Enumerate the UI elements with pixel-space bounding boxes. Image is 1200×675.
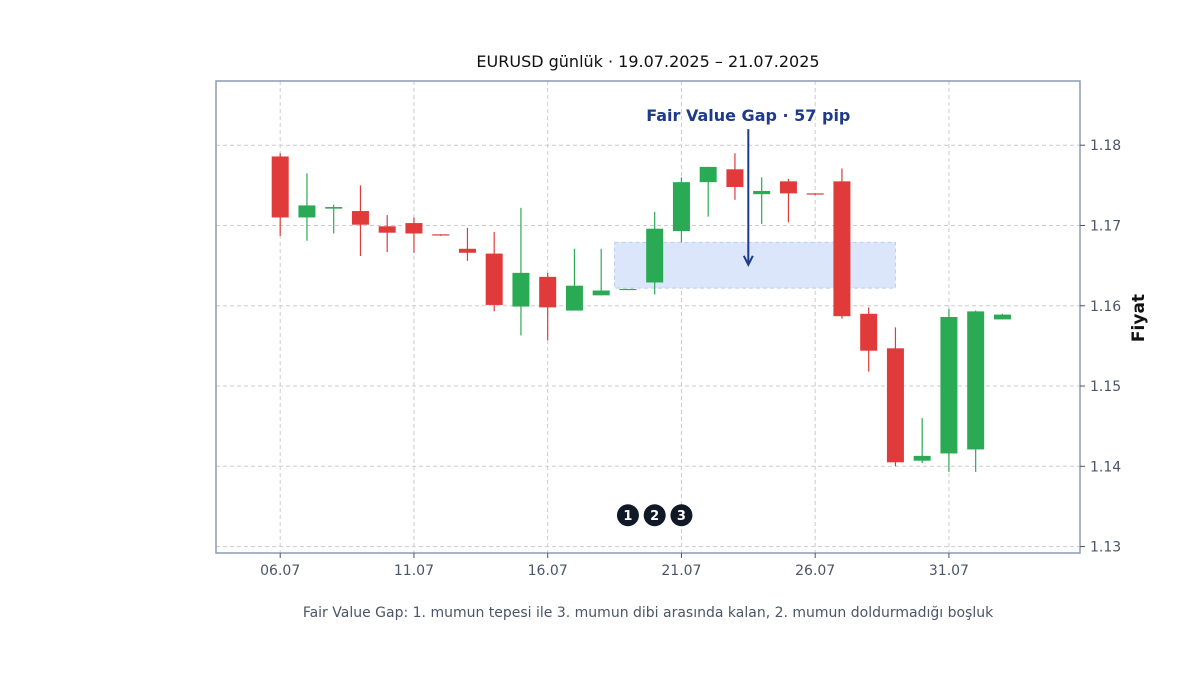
x-tick-label: 21.07 xyxy=(661,563,701,579)
candle-bearish xyxy=(432,234,450,236)
candle-bearish xyxy=(779,178,797,223)
candle-body xyxy=(940,317,958,454)
candle-bearish xyxy=(405,217,423,253)
candle-markers: 1 2 3 xyxy=(616,504,693,527)
y-tick-label: 1.16 xyxy=(1090,299,1121,315)
fvg-arrow-head xyxy=(742,255,754,268)
candle-bearish xyxy=(726,153,744,200)
marker-circle xyxy=(643,504,666,527)
marker-label: 2 xyxy=(650,509,659,524)
candle-bearish xyxy=(886,327,904,467)
candle-bullish xyxy=(325,204,343,234)
marker-label: 1 xyxy=(623,509,632,524)
candle-marker-1: 1 xyxy=(616,504,639,527)
candle-bullish xyxy=(592,248,610,296)
candle-bullish xyxy=(940,308,958,472)
candle-body xyxy=(753,190,771,195)
candle-bearish xyxy=(806,193,824,195)
candle-bullish xyxy=(565,248,583,311)
candle-body xyxy=(699,166,717,183)
candle-marker-2: 2 xyxy=(643,504,666,527)
candle-bullish xyxy=(298,173,316,241)
candle-body xyxy=(967,311,985,450)
plot-frame xyxy=(215,80,1081,554)
candle-bullish xyxy=(646,211,664,295)
candle-bearish xyxy=(351,185,369,256)
candle-marker-3: 3 xyxy=(670,504,693,527)
candle-bullish xyxy=(753,177,771,224)
candle-bullish xyxy=(672,177,690,243)
y-axis-ticks: 1.13 1.14 1.15 1.16 1.17 1.18 xyxy=(1080,138,1121,556)
x-tick-label: 31.07 xyxy=(929,563,969,579)
candle-body xyxy=(298,205,316,218)
candle-body xyxy=(806,193,824,195)
candle-body xyxy=(646,228,664,283)
candle-bullish xyxy=(967,310,985,472)
y-tick-label: 1.15 xyxy=(1090,379,1121,395)
candle-body xyxy=(833,181,851,317)
candle-bullish xyxy=(512,207,530,336)
chart-title: EURUSD günlük · 19.07.2025 – 21.07.2025 xyxy=(476,52,819,71)
candle-body xyxy=(726,169,744,187)
marker-label: 3 xyxy=(677,509,686,524)
candle-body xyxy=(565,285,583,311)
candle-body xyxy=(539,276,557,308)
candle-bearish xyxy=(860,307,878,372)
candle-body xyxy=(993,314,1011,320)
candle-body xyxy=(271,156,289,218)
candle-body xyxy=(913,455,931,461)
candle-bullish xyxy=(993,313,1011,320)
y-tick-label: 1.17 xyxy=(1090,218,1121,234)
candle-body xyxy=(779,181,797,194)
candle-body xyxy=(378,226,396,233)
candle-body xyxy=(458,248,476,253)
y-tick-label: 1.18 xyxy=(1090,138,1121,154)
x-tick-label: 26.07 xyxy=(795,563,835,579)
candle-bearish xyxy=(833,168,851,319)
candle-body xyxy=(405,223,423,234)
y-tick-label: 1.14 xyxy=(1090,459,1121,475)
x-tick-label: 16.07 xyxy=(528,563,568,579)
candle-bearish xyxy=(458,227,476,261)
candle-bullish xyxy=(619,288,637,291)
candle-bullish xyxy=(699,166,717,217)
candles xyxy=(271,153,1011,472)
candle-body xyxy=(860,313,878,351)
fvg-annotation: Fair Value Gap · 57 pip xyxy=(646,106,850,268)
candle-bullish xyxy=(913,418,931,464)
candle-bearish xyxy=(485,231,503,312)
x-tick-label: 06.07 xyxy=(260,563,300,579)
candle-body xyxy=(619,288,637,291)
candle-body xyxy=(351,211,369,225)
candle-body xyxy=(672,182,690,232)
candle-body xyxy=(432,234,450,236)
x-axis-ticks: 06.07 11.07 16.07 21.07 26.07 31.07 xyxy=(260,553,969,579)
candle-bearish xyxy=(539,272,557,341)
candle-body xyxy=(485,253,503,305)
y-tick-label: 1.13 xyxy=(1090,540,1121,556)
fvg-annotation-label: Fair Value Gap · 57 pip xyxy=(646,106,850,125)
candle-body xyxy=(325,207,343,209)
candle-body xyxy=(592,290,610,296)
candle-bearish xyxy=(271,153,289,236)
marker-circle xyxy=(670,504,693,527)
y-axis-label: Fiyat xyxy=(1129,294,1149,342)
candle-bearish xyxy=(378,215,396,252)
candle-body xyxy=(512,272,530,307)
chart-caption: Fair Value Gap: 1. mumun tepesi ile 3. m… xyxy=(303,605,994,621)
marker-circle xyxy=(616,504,639,527)
candle-body xyxy=(886,348,904,463)
x-tick-label: 11.07 xyxy=(394,563,434,579)
